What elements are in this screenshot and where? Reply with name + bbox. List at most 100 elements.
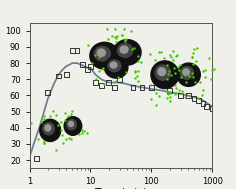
Point <box>113 28 117 31</box>
Circle shape <box>67 119 76 130</box>
Point <box>165 64 169 67</box>
Point <box>100 68 104 71</box>
Point <box>121 34 124 37</box>
Point <box>42 140 46 143</box>
Point <box>59 121 63 124</box>
Point <box>175 54 179 57</box>
Point <box>167 70 171 73</box>
Point <box>131 86 135 89</box>
Point <box>93 81 97 84</box>
Point <box>114 40 118 43</box>
Point <box>207 57 211 60</box>
Point <box>123 39 127 42</box>
Point <box>203 75 206 78</box>
Point <box>179 75 182 78</box>
Point <box>136 60 140 63</box>
Point <box>169 74 173 77</box>
Point <box>173 92 177 95</box>
Point <box>171 50 174 53</box>
Point <box>150 86 153 89</box>
Circle shape <box>118 43 133 57</box>
Point <box>135 74 139 77</box>
Point <box>209 78 213 81</box>
Point <box>116 76 119 79</box>
Point <box>70 110 74 113</box>
Point <box>42 142 46 145</box>
Point <box>46 91 50 94</box>
Point <box>200 93 204 96</box>
Point <box>171 59 175 62</box>
Point <box>63 118 67 121</box>
Point <box>201 102 205 105</box>
Point <box>42 115 46 118</box>
Point <box>177 66 180 69</box>
Point <box>184 81 187 84</box>
Point <box>63 112 67 115</box>
Point <box>154 91 158 94</box>
Point <box>48 115 52 118</box>
Point <box>191 63 195 66</box>
Point <box>55 113 58 116</box>
Point <box>180 90 184 93</box>
Point <box>183 95 187 98</box>
Point <box>184 73 187 76</box>
Point <box>70 49 74 52</box>
Point <box>136 69 140 72</box>
Point <box>166 93 170 96</box>
Point <box>162 56 166 59</box>
Point <box>205 105 208 108</box>
Circle shape <box>151 61 179 88</box>
Point <box>29 121 33 124</box>
Circle shape <box>110 62 117 68</box>
Point <box>105 27 109 30</box>
Point <box>180 92 184 95</box>
Point <box>133 70 137 73</box>
Point <box>131 48 134 51</box>
Point <box>212 67 216 70</box>
Point <box>210 69 214 72</box>
Circle shape <box>158 68 166 76</box>
Point <box>149 83 153 86</box>
Point <box>118 78 122 81</box>
Point <box>133 76 137 79</box>
Circle shape <box>105 57 128 78</box>
Point <box>42 142 46 145</box>
Point <box>122 27 126 30</box>
Point <box>75 49 79 52</box>
Point <box>174 54 178 57</box>
Circle shape <box>45 125 51 131</box>
Circle shape <box>94 46 110 61</box>
Point <box>169 100 172 103</box>
Point <box>80 131 84 134</box>
Point <box>173 84 177 87</box>
Point <box>136 79 139 82</box>
Point <box>99 84 103 87</box>
Point <box>133 70 137 73</box>
Point <box>36 138 40 141</box>
Circle shape <box>40 119 61 141</box>
Point <box>169 55 173 58</box>
Point <box>77 132 81 135</box>
Point <box>51 109 55 112</box>
Point <box>59 128 63 131</box>
Circle shape <box>68 121 73 127</box>
Point <box>194 60 198 63</box>
Point <box>165 96 169 99</box>
Point <box>195 47 198 50</box>
Point <box>157 50 161 53</box>
Point <box>88 65 92 68</box>
Point <box>113 35 117 38</box>
Circle shape <box>183 69 189 75</box>
Point <box>60 133 64 136</box>
Point <box>64 73 68 76</box>
Point <box>173 71 177 74</box>
Point <box>201 89 205 92</box>
Point <box>110 35 114 38</box>
Point <box>192 97 196 100</box>
Point <box>121 34 124 37</box>
Point <box>190 56 194 59</box>
Point <box>178 64 182 67</box>
Point <box>168 89 172 92</box>
Point <box>114 36 118 40</box>
Point <box>190 56 194 59</box>
